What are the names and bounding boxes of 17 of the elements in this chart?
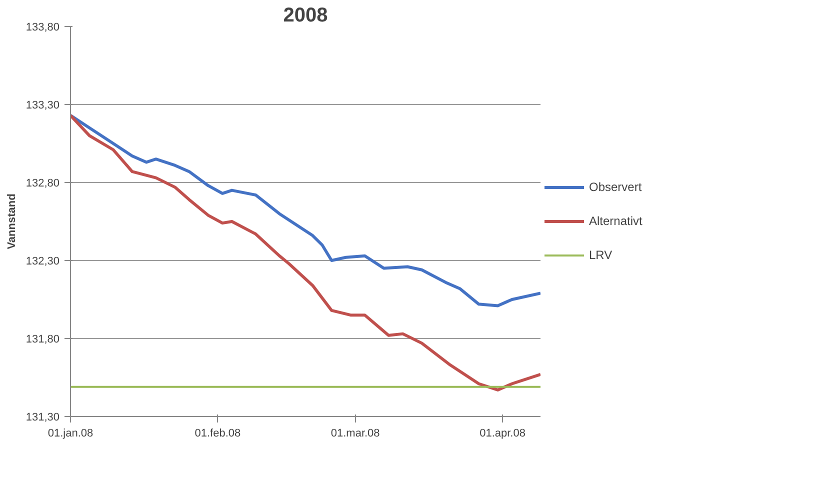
x-tick-label: 01.feb.08 xyxy=(194,428,241,440)
x-tick-label: 01.mar.08 xyxy=(330,428,380,440)
y-tick-label: 132,30 xyxy=(26,256,60,268)
legend-label: Alternativt xyxy=(589,214,642,228)
y-axis-title: Vannstand xyxy=(6,194,18,250)
line-series xyxy=(70,114,540,308)
y-tick-label: 132,80 xyxy=(26,178,60,190)
y-tick-label: 131,30 xyxy=(26,412,60,424)
y-tick-label: 133,80 xyxy=(26,22,60,34)
x-tick-label: 01.jan.08 xyxy=(48,428,94,440)
y-tick-label: 131,80 xyxy=(26,334,60,346)
chart-title: 2008 xyxy=(283,4,328,26)
line-series xyxy=(70,114,540,392)
legend-label: Observert xyxy=(589,180,642,194)
y-tick-label: 133,30 xyxy=(26,100,60,112)
legend-label: LRV xyxy=(589,248,612,262)
x-tick-label: 01.apr.08 xyxy=(480,428,526,440)
